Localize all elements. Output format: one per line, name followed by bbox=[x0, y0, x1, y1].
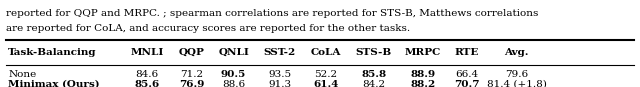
Text: Avg.: Avg. bbox=[504, 48, 529, 57]
Text: None: None bbox=[8, 70, 36, 79]
Text: RTE: RTE bbox=[454, 48, 479, 57]
Text: MRPC: MRPC bbox=[405, 48, 441, 57]
Text: CoLA: CoLA bbox=[310, 48, 341, 57]
Text: Task-Balancing: Task-Balancing bbox=[8, 48, 97, 57]
Text: 88.2: 88.2 bbox=[410, 80, 436, 87]
Text: 85.8: 85.8 bbox=[361, 70, 387, 79]
Text: 84.2: 84.2 bbox=[362, 80, 385, 87]
Text: Minimax (Ours): Minimax (Ours) bbox=[8, 80, 100, 87]
Text: 52.2: 52.2 bbox=[314, 70, 337, 79]
Text: reported for QQP and MRPC. ; spearman correlations are reported for STS-B, Matth: reported for QQP and MRPC. ; spearman co… bbox=[6, 9, 539, 18]
Text: are reported for CoLA, and accuracy scores are reported for the other tasks.: are reported for CoLA, and accuracy scor… bbox=[6, 24, 410, 33]
Text: 61.4: 61.4 bbox=[313, 80, 339, 87]
Text: 71.2: 71.2 bbox=[180, 70, 203, 79]
Text: 93.5: 93.5 bbox=[268, 70, 291, 79]
Text: 88.9: 88.9 bbox=[410, 70, 436, 79]
Text: 91.3: 91.3 bbox=[268, 80, 291, 87]
Text: 81.4 (+1.8): 81.4 (+1.8) bbox=[487, 80, 547, 87]
Text: 90.5: 90.5 bbox=[221, 70, 246, 79]
Text: QNLI: QNLI bbox=[218, 48, 249, 57]
Text: 88.6: 88.6 bbox=[222, 80, 245, 87]
Text: MNLI: MNLI bbox=[131, 48, 164, 57]
Text: QQP: QQP bbox=[179, 48, 204, 57]
Text: 70.7: 70.7 bbox=[454, 80, 479, 87]
Text: 85.6: 85.6 bbox=[134, 80, 160, 87]
Text: STS-B: STS-B bbox=[356, 48, 392, 57]
Text: 84.6: 84.6 bbox=[136, 70, 159, 79]
Text: 66.4: 66.4 bbox=[455, 70, 478, 79]
Text: 76.9: 76.9 bbox=[179, 80, 204, 87]
Text: SST-2: SST-2 bbox=[264, 48, 296, 57]
Text: 79.6: 79.6 bbox=[505, 70, 529, 79]
